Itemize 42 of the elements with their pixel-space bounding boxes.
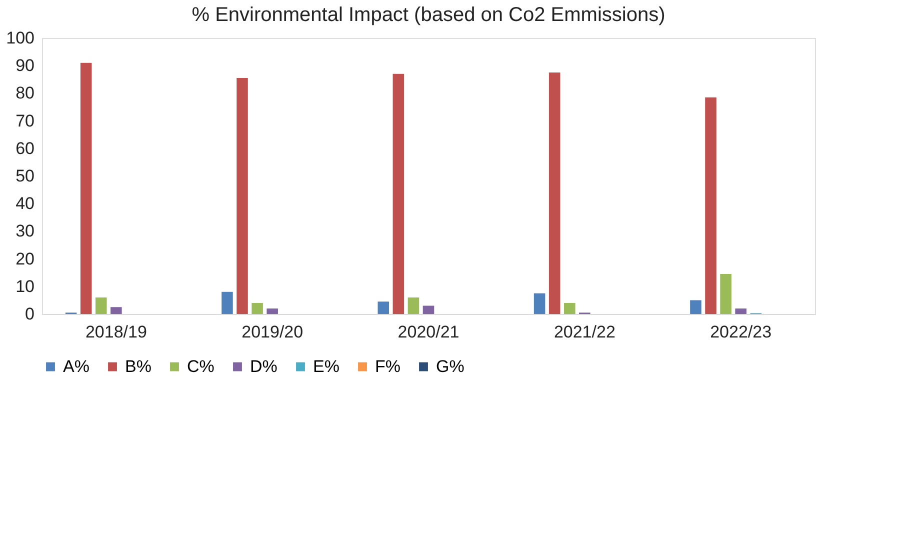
bar	[96, 297, 107, 314]
y-tick-label: 60	[16, 138, 34, 158]
bar	[252, 302, 263, 314]
y-tick-label: 20	[16, 249, 34, 268]
bar	[534, 293, 546, 314]
legend-label: F%	[375, 356, 400, 376]
bar	[422, 306, 434, 314]
bar	[705, 97, 716, 314]
y-tick-label: 100	[6, 28, 34, 48]
y-tick-label: 0	[25, 304, 34, 324]
x-tick-label: 2021/22	[554, 322, 616, 342]
y-tick-label: 90	[16, 56, 34, 76]
y-tick-label: 40	[16, 194, 34, 214]
bar	[236, 78, 248, 314]
bar	[690, 300, 702, 314]
bar	[110, 307, 122, 314]
legend-label: B%	[125, 356, 152, 376]
bar	[80, 62, 92, 314]
bar	[564, 302, 576, 314]
chart-title: % Environmental Impact (based on Co2 Emmissions)	[192, 4, 666, 26]
x-tick-label: 2018/19	[85, 322, 147, 342]
legend-label: E%	[313, 356, 340, 376]
bar	[266, 308, 278, 314]
bar	[378, 302, 390, 314]
x-tick-label: 2019/20	[242, 322, 304, 342]
x-tick-label: 2020/21	[398, 322, 460, 342]
legend-label: G%	[436, 356, 464, 376]
legend-label: D%	[250, 356, 278, 376]
y-tick-label: 50	[16, 166, 34, 186]
y-tick-label: 30	[16, 222, 34, 241]
y-tick-label: 70	[16, 111, 34, 130]
bar	[735, 308, 746, 314]
legend-label: A%	[63, 356, 90, 376]
bar	[720, 274, 732, 314]
legend-label: C%	[187, 356, 214, 376]
y-tick-label: 80	[16, 84, 34, 103]
bar	[222, 292, 233, 314]
bar	[392, 74, 404, 314]
bar	[548, 72, 560, 314]
bar	[408, 297, 420, 314]
y-tick-label: 10	[16, 276, 34, 296]
x-tick-label: 2022/23	[710, 322, 772, 342]
